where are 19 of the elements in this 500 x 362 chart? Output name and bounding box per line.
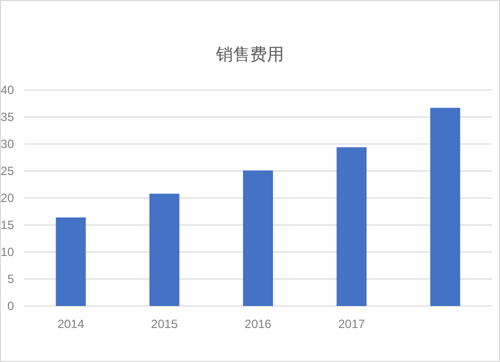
bar [56,217,86,306]
bar [336,147,367,306]
x-tick-label: 2014 [57,317,84,331]
bar [243,170,273,306]
y-tick-label: 15 [0,218,14,232]
y-tick-label: 20 [0,191,14,206]
bar [430,108,460,306]
y-tick-label: 30 [0,137,14,152]
x-tick-label: 2016 [244,317,272,331]
x-tick-label: 2017 [338,317,366,331]
y-tick-label: 10 [0,245,14,260]
bar [149,194,180,306]
y-tick-label: 35 [0,110,14,124]
y-tick-label: 40 [0,83,14,98]
y-tick-label: 0 [7,299,14,314]
y-tick-label: 5 [7,272,14,286]
x-tick-label: 2015 [151,317,178,331]
chart-title: 销售费用 [215,45,284,64]
y-tick-label: 25 [0,164,14,178]
